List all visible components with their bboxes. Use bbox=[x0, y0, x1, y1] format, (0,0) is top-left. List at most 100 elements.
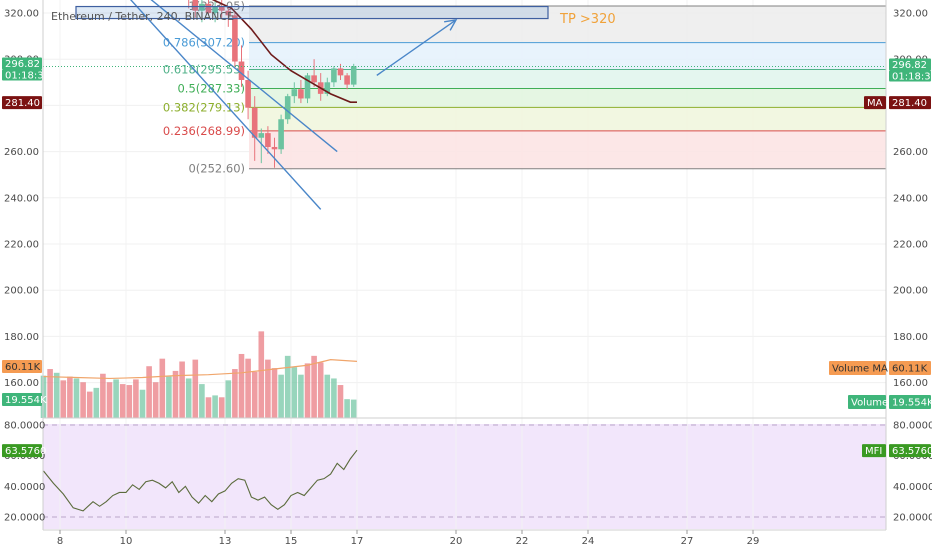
right-ma-badge-bg bbox=[889, 96, 931, 110]
volume-bar-44 bbox=[331, 378, 337, 418]
time-tick-7: 24 bbox=[582, 536, 595, 547]
left-ma-badge-text: 281.40 bbox=[5, 98, 40, 109]
volume-name-badge-bg bbox=[848, 395, 886, 409]
mfi-tick-right-0: 80.0000 bbox=[893, 421, 932, 432]
volume-ma-line bbox=[43, 359, 358, 380]
candle-body-15 bbox=[284, 96, 291, 120]
value-badges: 296.8201:18:35296.8201:18:35281.40MA281.… bbox=[2, 57, 932, 458]
volume-bar-43 bbox=[324, 374, 331, 418]
volume-bar-19 bbox=[166, 376, 172, 418]
left-countdown-badge-text: 01:18:35 bbox=[5, 71, 50, 82]
volume-bar-22 bbox=[185, 378, 192, 418]
moving-average-line bbox=[211, 0, 357, 103]
volume-bar-30 bbox=[238, 353, 245, 418]
candle-body-16 bbox=[291, 89, 298, 97]
drawing-overlays[interactable] bbox=[43, 0, 886, 210]
price-tick-left-4: 240.00 bbox=[4, 193, 39, 204]
volume-bar-17 bbox=[152, 382, 159, 418]
volume-bar-21 bbox=[179, 361, 185, 418]
volume-bar-6 bbox=[80, 382, 86, 418]
volume-bar-3 bbox=[60, 380, 67, 418]
volume-bars bbox=[40, 331, 358, 418]
candle-body-19 bbox=[311, 75, 317, 83]
right-volume-ma-badge-text: 60.11K bbox=[892, 364, 928, 375]
price-tick-left-8: 160.00 bbox=[4, 378, 39, 389]
time-tick-5: 20 bbox=[450, 536, 463, 547]
mfi-name-badge-text: MFI bbox=[865, 446, 882, 457]
volume-bar-24 bbox=[199, 384, 205, 418]
fib-label-0.236: 0.236(268.99) bbox=[163, 124, 245, 138]
candle-body-14 bbox=[278, 119, 284, 150]
price-tick-left-3: 260.00 bbox=[4, 147, 39, 158]
price-tick-right-7: 180.00 bbox=[893, 332, 928, 343]
right-volume-badge-bg bbox=[889, 395, 931, 409]
price-tick-right-6: 200.00 bbox=[893, 286, 928, 297]
volume-bar-13 bbox=[126, 385, 133, 418]
candle-body-23 bbox=[337, 68, 344, 76]
price-tick-right-3: 260.00 bbox=[893, 147, 928, 158]
time-tick-1: 10 bbox=[120, 536, 133, 547]
candle-body-6 bbox=[225, 10, 232, 16]
left-ma-badge-bg bbox=[2, 96, 42, 110]
volume-bar-47 bbox=[350, 399, 357, 418]
volume-bar-7 bbox=[86, 391, 93, 418]
right-mfi-badge-bg bbox=[889, 444, 931, 458]
volume-bar-1 bbox=[47, 369, 53, 418]
left-volume-badge-text: 19.554K bbox=[5, 395, 47, 406]
candle-body-10 bbox=[251, 107, 258, 138]
fib-band-0.382 bbox=[249, 107, 886, 131]
volume-bar-38 bbox=[291, 367, 298, 418]
price-tick-left-7: 180.00 bbox=[4, 332, 39, 343]
candle-body-4 bbox=[212, 6, 218, 13]
fibonacci-retracement[interactable]: 1(323.05)0.786(307.20)0.618(295.53)0.5(2… bbox=[163, 0, 886, 176]
candle-body-5 bbox=[218, 6, 225, 11]
left-volume-badge-bg bbox=[2, 393, 42, 406]
volume-bar-41 bbox=[311, 355, 317, 418]
candle-body-25 bbox=[350, 66, 357, 85]
left-volume-ma-badge-bg bbox=[2, 360, 42, 373]
volume-bar-23 bbox=[192, 359, 199, 418]
volume-bar-32 bbox=[251, 371, 258, 418]
time-tick-4: 17 bbox=[351, 536, 364, 547]
volume-bar-39 bbox=[298, 374, 304, 418]
volume-ma-name-badge-text: Volume MA bbox=[832, 364, 888, 375]
volume-bar-11 bbox=[113, 379, 119, 418]
ma-name-badge-bg bbox=[864, 96, 886, 110]
axes[interactable]: 320.00320.00300.00300.00280.00280.00260.… bbox=[4, 9, 932, 548]
left-price-badge-bg bbox=[2, 57, 42, 70]
volume-bar-10 bbox=[106, 382, 113, 418]
volume-bar-40 bbox=[304, 363, 311, 418]
volume-bar-5 bbox=[73, 378, 80, 418]
volume-bar-8 bbox=[93, 387, 100, 418]
price-tick-left-5: 220.00 bbox=[4, 240, 39, 251]
price-tick-right-5: 220.00 bbox=[893, 240, 928, 251]
volume-bar-29 bbox=[232, 369, 238, 418]
candle-body-2 bbox=[199, 3, 205, 11]
left-mfi-badge-bg bbox=[2, 444, 42, 458]
price-tick-left-0: 320.00 bbox=[4, 9, 39, 20]
volume-bar-12 bbox=[119, 384, 126, 418]
target-zone-box bbox=[75, 5, 549, 20]
price-tick-left-6: 200.00 bbox=[4, 286, 39, 297]
channel-line-0 bbox=[150, 0, 338, 153]
volume-bar-18 bbox=[159, 358, 166, 418]
volume-bar-16 bbox=[146, 366, 152, 418]
volume-bar-2 bbox=[53, 372, 60, 418]
candle-body-21 bbox=[324, 82, 331, 94]
mfi-tick-left-3: 20.0000 bbox=[4, 513, 45, 524]
candle-body-7 bbox=[232, 15, 238, 62]
mfi-tick-right-3: 20.0000 bbox=[893, 513, 932, 524]
candle-body-3 bbox=[205, 3, 212, 13]
volume-bar-14 bbox=[133, 379, 139, 418]
fib-band-0.786 bbox=[249, 42, 886, 70]
volume-bar-26 bbox=[212, 395, 218, 418]
volume-bar-42 bbox=[317, 362, 324, 418]
volume-bar-15 bbox=[139, 389, 146, 418]
volume-bar-34 bbox=[265, 359, 271, 418]
volume-bar-20 bbox=[172, 370, 179, 418]
tp-target-label: TP >320 bbox=[559, 12, 616, 27]
chart-title: Ethereum / Tether, 240, BINANCE bbox=[51, 10, 234, 23]
mfi-tick-left-2: 40.0000 bbox=[4, 482, 45, 493]
right-mfi-badge-text: 63.5760 bbox=[892, 446, 932, 457]
